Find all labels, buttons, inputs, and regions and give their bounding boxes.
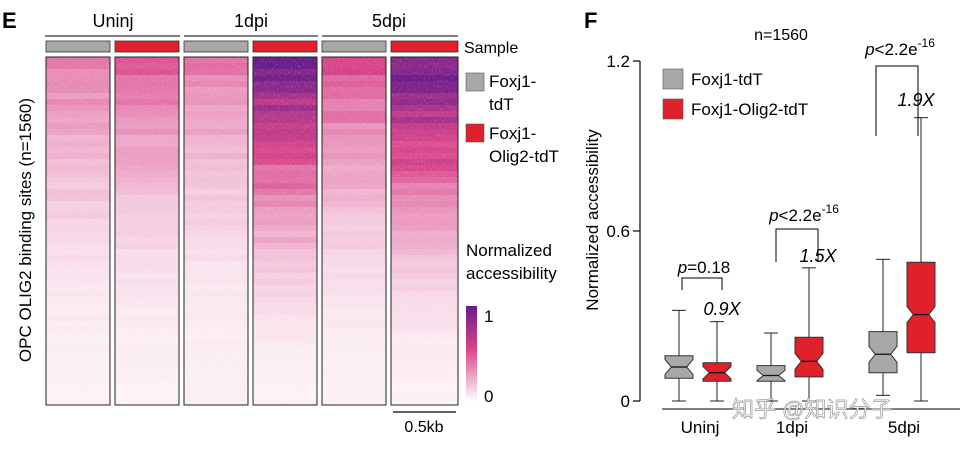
- heatmap-legend: Foxj1- tdT Foxj1- Olig2-tdT: [465, 72, 559, 166]
- heatmap-texture: [46, 57, 110, 405]
- chart-title: n=1560: [754, 27, 808, 44]
- box-0-2: [868, 258, 898, 396]
- group-label-5dpi: 5dpi: [372, 11, 406, 31]
- sample-bar-control-1dpi: [183, 40, 249, 53]
- panel-f-letter: F: [584, 8, 597, 33]
- colorbar-title-2: accessibility: [466, 264, 557, 283]
- heatmap-border: [390, 56, 459, 406]
- x-category-label: Uninj: [681, 418, 720, 437]
- legend-control-line2: tdT: [489, 95, 514, 114]
- heatmap-column: [252, 56, 318, 406]
- fold-change-label: 1.5X: [799, 246, 837, 266]
- colorbar-title-1: Normalized: [466, 241, 552, 260]
- p-value-label: p<2.2e-16: [768, 202, 839, 225]
- box-plots: [664, 117, 936, 402]
- sample-bar-control-5dpi: [321, 40, 387, 53]
- group-label-uninj: Uninj: [92, 11, 133, 31]
- significance-annotations: p=0.180.9Xp<2.2e-161.5Xp<2.2e-161.9X: [677, 36, 936, 319]
- box-body: [702, 362, 732, 382]
- significance-bracket: [775, 228, 819, 262]
- sample-bars: [45, 40, 459, 53]
- heatmap-texture: [253, 57, 317, 405]
- box-1-1: [794, 267, 824, 402]
- heatmap-border: [45, 56, 111, 406]
- chart-y-label: Normalized accessibility: [583, 129, 602, 311]
- fold-change-label: 1.9X: [897, 90, 935, 110]
- p-symbol: p: [768, 206, 778, 225]
- y-tick-label: 0: [621, 392, 630, 411]
- legend-swatch-control: [465, 72, 485, 92]
- chart-legend-swatch-control: [662, 68, 684, 90]
- significance-bracket: [681, 277, 723, 290]
- group-label-1dpi: 1dpi: [234, 11, 268, 31]
- box-body: [868, 331, 898, 374]
- sample-bar-control-uninj: [45, 40, 111, 53]
- p-value-exponent: -16: [822, 202, 840, 216]
- p-value-text: =0.18: [687, 258, 730, 277]
- box-0-0: [664, 309, 694, 402]
- box-1-2: [906, 117, 936, 402]
- fold-change-label: 0.9X: [703, 299, 741, 319]
- heatmap-border: [183, 56, 249, 406]
- heatmap-texture: [115, 57, 179, 405]
- annotation-2: p<2.2e-16 1.9X: [864, 36, 936, 136]
- box-0-1: [756, 332, 786, 402]
- heatmap-column: [321, 56, 387, 406]
- box-body: [794, 336, 824, 378]
- heatmap-border: [321, 56, 387, 406]
- chart-axes: 0 0.6 1.2 Uninj 1dpi 5dpi: [606, 52, 960, 437]
- chart-legend: Foxj1-tdT Foxj1-Olig2-tdT: [662, 68, 808, 120]
- chart-legend-label-olig2: Foxj1-Olig2-tdT: [691, 100, 808, 119]
- sample-bar-olig2-1dpi: [252, 40, 318, 53]
- legend-olig2-line1: Foxj1-: [489, 124, 536, 143]
- box-1-0: [702, 321, 732, 402]
- heatmap-texture: [184, 57, 248, 405]
- heatmap-border: [114, 56, 180, 406]
- colorbar-min-label: 0: [484, 387, 493, 406]
- p-value-label: p=0.18: [677, 258, 730, 277]
- heatmap-border: [252, 56, 318, 406]
- box-body: [906, 261, 936, 354]
- heatmap-column: [45, 56, 111, 406]
- p-symbol: p: [677, 258, 687, 277]
- heatmap-texture: [391, 57, 458, 405]
- heatmap-texture: [322, 57, 386, 405]
- y-tick-label: 1.2: [606, 52, 630, 71]
- heatmap-columns: [45, 56, 459, 406]
- scale-bar-label: 0.5kb: [404, 419, 443, 436]
- panel-e-letter: E: [2, 8, 17, 33]
- p-value-text: <2.2e: [875, 40, 918, 59]
- heatmap-y-label: OPC OLIG2 binding sites (n=1560): [16, 98, 35, 362]
- p-value-text: <2.2e: [779, 206, 822, 225]
- annotation-0: p=0.18 0.9X: [677, 258, 742, 319]
- chart-legend-swatch-olig2: [662, 98, 684, 120]
- significance-bracket: [875, 65, 919, 136]
- group-headers: Uninj 1dpi 5dpi: [45, 11, 458, 37]
- y-tick-label: 0.6: [606, 222, 630, 241]
- colorbar: Normalized accessibility 1 0: [466, 241, 557, 406]
- legend-control-line1: Foxj1-: [489, 72, 536, 91]
- x-category-label: 1dpi: [776, 418, 808, 437]
- p-value-exponent: -16: [918, 36, 936, 50]
- sample-label: Sample: [464, 40, 518, 57]
- x-category-label: 5dpi: [888, 418, 920, 437]
- p-value-label: p<2.2e-16: [864, 36, 935, 59]
- p-symbol: p: [864, 40, 874, 59]
- sample-bar-olig2-uninj: [114, 40, 180, 53]
- annotation-1: p<2.2e-16 1.5X: [768, 202, 839, 266]
- legend-olig2-line2: Olig2-tdT: [489, 147, 559, 166]
- sample-bar-olig2-5dpi: [390, 40, 459, 53]
- heatmap-column: [390, 56, 459, 406]
- watermark: 知乎 @知识分子: [732, 397, 892, 422]
- box-body: [756, 365, 786, 382]
- legend-swatch-olig2: [465, 123, 485, 143]
- colorbar-gradient: [466, 306, 477, 402]
- colorbar-max-label: 1: [484, 307, 493, 326]
- heatmap-column: [183, 56, 249, 406]
- chart-legend-label-control: Foxj1-tdT: [691, 70, 763, 89]
- heatmap-column: [114, 56, 180, 406]
